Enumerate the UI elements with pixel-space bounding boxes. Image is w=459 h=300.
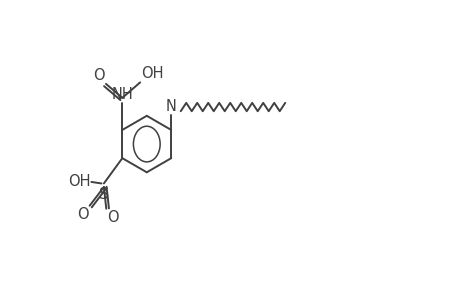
Text: NH: NH [111,87,133,102]
Text: N: N [165,99,176,114]
Text: OH: OH [141,66,163,81]
Text: O: O [77,207,88,222]
Text: O: O [107,210,118,225]
Text: S: S [99,187,109,202]
Text: O: O [93,68,104,83]
Text: OH: OH [67,174,90,189]
